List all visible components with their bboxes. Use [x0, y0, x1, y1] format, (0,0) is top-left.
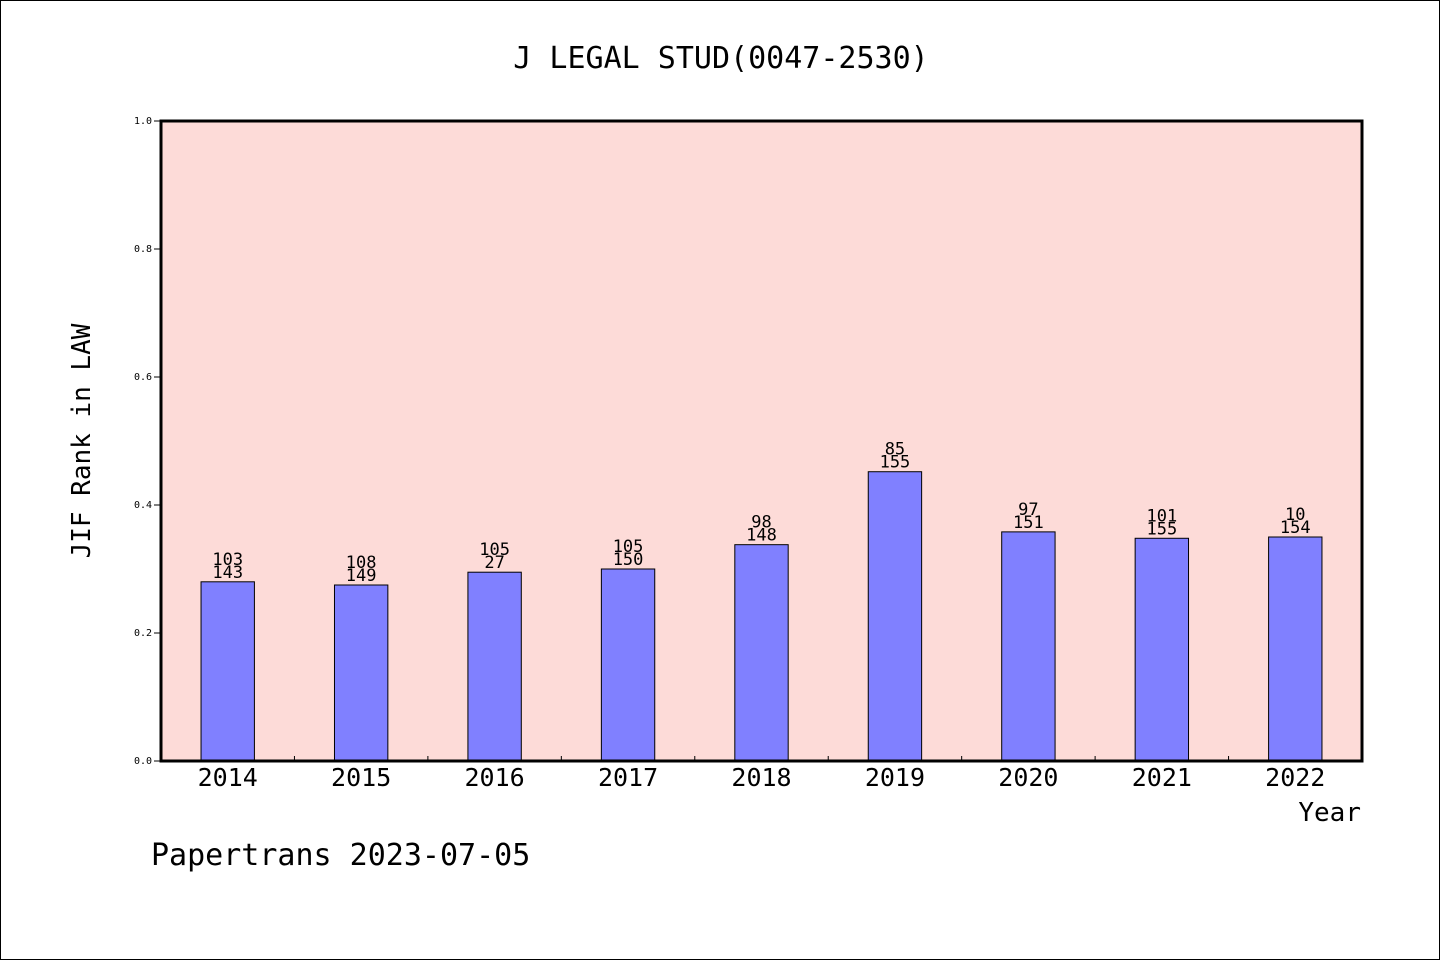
x-tick-label-2014: 2014 — [198, 763, 258, 792]
bar-2022 — [1268, 536, 1323, 762]
bar-2016 — [467, 571, 522, 762]
bar-label-rank-2016: 105 — [479, 540, 510, 560]
x-tick-label-2019: 2019 — [865, 763, 925, 792]
bar-label-total-2017: 150 — [613, 550, 644, 570]
footer-watermark: Papertrans 2023-07-05 — [151, 838, 530, 873]
bar-label-total-2021: 155 — [1146, 519, 1177, 539]
x-tick-label-2021: 2021 — [1132, 763, 1192, 792]
y-axis-label: JIF Rank in LAW — [67, 323, 97, 558]
bar-label-total-2019: 155 — [880, 453, 911, 473]
y-tick-label: 0.2 — [134, 628, 152, 639]
bar-label-rank-2019: 85 — [885, 440, 905, 460]
x-tick-label-2015: 2015 — [331, 763, 391, 792]
bar-2019 — [867, 471, 923, 762]
x-tick-label-2018: 2018 — [731, 763, 791, 792]
bar-2017 — [600, 568, 656, 762]
bar-label-rank-2018: 98 — [751, 513, 771, 533]
bar-2018 — [734, 544, 789, 762]
y-axis-ticks: 0.0 0.2 0.4 0.6 0.8 1.0 — [134, 116, 161, 767]
bar-label-total-2016: 27 — [484, 553, 504, 573]
bar-label-rank-2021: 101 — [1146, 506, 1177, 526]
x-tick-label-2016: 2016 — [465, 763, 525, 792]
x-tick-label-2022: 2022 — [1265, 763, 1325, 792]
y-tick-label: 0.8 — [134, 244, 152, 255]
bar-label-rank-2015: 108 — [346, 553, 377, 573]
x-tick-label-2020: 2020 — [998, 763, 1058, 792]
bar-2015 — [333, 584, 389, 762]
bar-2021 — [1134, 537, 1190, 762]
plot-border — [159, 119, 1364, 763]
bar-2014 — [200, 581, 255, 762]
x-tick-label-2017: 2017 — [598, 763, 658, 792]
bar-label-total-2014: 143 — [212, 563, 243, 583]
bar-label-total-2018: 148 — [746, 526, 777, 546]
y-tick-label: 1.0 — [134, 116, 152, 127]
bar-label-rank-2014: 103 — [212, 550, 243, 570]
bar-label-rank-2022: 10 — [1285, 505, 1305, 525]
y-tick-label: 0.4 — [134, 500, 152, 511]
bar-label-rank-2017: 105 — [613, 537, 644, 557]
x-axis-ticks: 2014 2015 2016 2017 2018 2019 2020 2021 2022 — [198, 756, 1325, 792]
bar-label-total-2020: 151 — [1013, 513, 1044, 533]
y-tick-label: 0.6 — [134, 372, 152, 383]
bar-2020 — [1001, 531, 1056, 762]
bar-label-total-2022: 154 — [1280, 518, 1311, 538]
chart-title: J LEGAL STUD(0047-2530) — [513, 41, 928, 76]
bar-label-total-2015: 149 — [346, 566, 377, 586]
y-tick-label: 0.0 — [134, 756, 152, 767]
x-axis-label: Year — [1298, 798, 1361, 828]
bars-group — [200, 471, 1323, 762]
bar-label-rank-2020: 97 — [1018, 500, 1038, 520]
